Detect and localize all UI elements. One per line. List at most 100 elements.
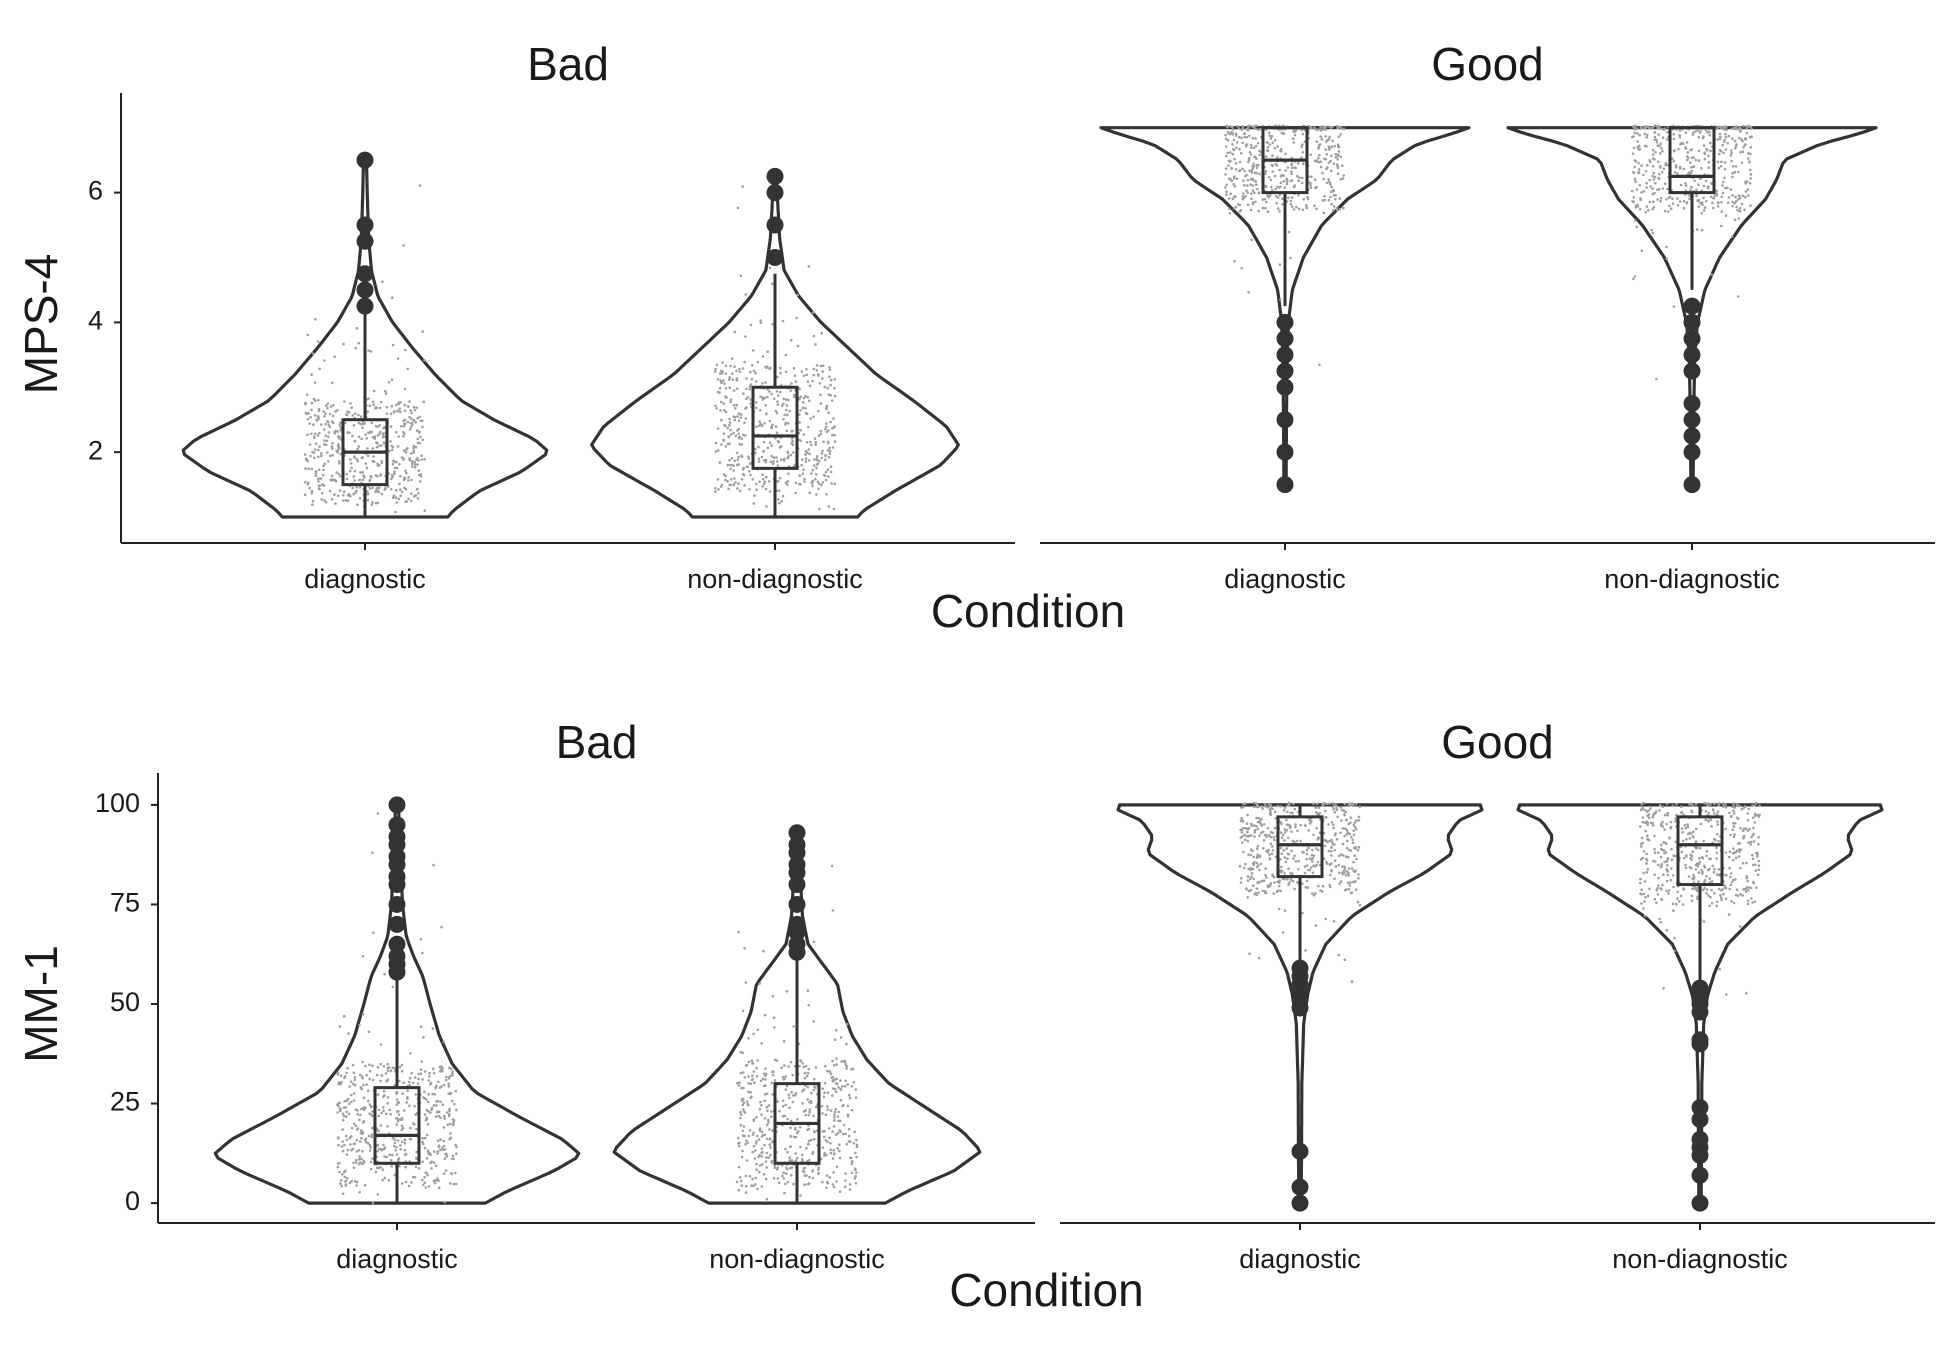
jitter-point	[1668, 204, 1671, 208]
jitter-point	[396, 1100, 400, 1104]
jitter-point	[413, 466, 417, 469]
jitter-point	[1675, 803, 1678, 806]
jitter-point	[1336, 815, 1339, 819]
jitter-point	[323, 462, 327, 466]
jitter-point	[1739, 827, 1742, 830]
jitter-point	[450, 1067, 453, 1070]
jitter-point	[759, 422, 762, 426]
jitter-point	[744, 981, 748, 984]
jitter-point	[1270, 845, 1274, 848]
jitter-point	[1345, 846, 1349, 850]
jitter-point	[1750, 897, 1753, 900]
jitter-point	[421, 1078, 424, 1081]
jitter-point	[417, 1072, 421, 1076]
jitter-point	[306, 417, 310, 421]
jitter-point	[350, 1180, 354, 1183]
jitter-point	[1731, 137, 1734, 140]
jitter-point	[428, 1151, 431, 1155]
jitter-point	[1285, 823, 1289, 826]
jitter-point	[339, 1182, 342, 1185]
jitter-point	[1730, 127, 1733, 131]
jitter-point	[395, 1123, 399, 1126]
jitter-point	[1333, 849, 1336, 852]
jitter-point	[1713, 194, 1716, 197]
jitter-point	[1732, 812, 1736, 815]
jitter-point	[789, 453, 793, 457]
jitter-point	[745, 377, 748, 380]
jitter-point	[1266, 194, 1269, 197]
jitter-point	[1231, 143, 1234, 146]
jitter-point	[758, 1127, 762, 1130]
jitter-point	[1249, 877, 1252, 881]
jitter-point	[771, 1070, 774, 1074]
jitter-point	[1243, 183, 1246, 187]
jitter-point	[729, 428, 732, 432]
jitter-point	[1676, 203, 1680, 207]
jitter-point	[1661, 825, 1665, 828]
jitter-point	[801, 472, 805, 476]
jitter-point	[1678, 165, 1682, 169]
jitter-point	[308, 422, 311, 425]
jitter-point	[348, 431, 351, 435]
jitter-point	[349, 1100, 353, 1104]
jitter-point	[1696, 129, 1699, 132]
jitter-point	[1733, 139, 1737, 143]
jitter-point	[807, 425, 810, 429]
jitter-point	[324, 412, 327, 416]
jitter-point	[772, 456, 776, 459]
jitter-point	[720, 418, 723, 422]
jitter-point	[717, 488, 720, 491]
jitter-point	[1309, 184, 1312, 187]
jitter-point	[1644, 170, 1648, 173]
jitter-point	[348, 1181, 352, 1185]
jitter-point	[1327, 823, 1330, 826]
jitter-point	[1244, 194, 1247, 198]
jitter-point	[1235, 141, 1239, 144]
jitter-point	[1665, 802, 1669, 806]
jitter-point	[1252, 855, 1256, 859]
jitter-point	[827, 1127, 831, 1130]
jitter-point	[1261, 206, 1265, 210]
jitter-point	[786, 480, 790, 483]
jitter-point	[756, 360, 760, 364]
x-tick-label: non-diagnostic	[1604, 564, 1780, 594]
jitter-point	[430, 1160, 434, 1163]
jitter-point	[1669, 207, 1673, 211]
jitter-point	[833, 433, 836, 437]
jitter-point	[1225, 193, 1228, 196]
jitter-point	[1720, 160, 1723, 164]
jitter-point	[376, 1150, 380, 1153]
jitter-point	[1651, 126, 1655, 129]
jitter-point	[357, 1162, 361, 1166]
jitter-point	[1698, 846, 1702, 850]
jitter-point	[1256, 804, 1260, 807]
jitter-point	[1323, 195, 1326, 198]
jitter-point	[794, 491, 797, 495]
jitter-point	[738, 1081, 741, 1084]
jitter-point	[348, 469, 352, 473]
jitter-point	[1634, 180, 1637, 183]
jitter-point	[1329, 159, 1332, 163]
jitter-point	[1641, 806, 1645, 810]
jitter-point	[421, 1142, 425, 1146]
jitter-point	[423, 1136, 427, 1140]
jitter-point	[828, 1136, 831, 1139]
jitter-point	[824, 454, 827, 458]
jitter-point	[1279, 869, 1282, 872]
jitter-point	[1725, 874, 1728, 877]
jitter-point	[1645, 852, 1648, 856]
jitter-point	[1332, 162, 1336, 165]
jitter-point	[402, 435, 405, 438]
jitter-point	[1655, 377, 1658, 381]
jitter-point	[442, 1126, 446, 1129]
jitter-point	[799, 395, 802, 399]
violin-group-non-diagnostic: non-diagnostic	[1516, 801, 1884, 1274]
jitter-point	[1738, 126, 1741, 129]
jitter-point	[844, 1062, 847, 1066]
jitter-point	[1638, 881, 1642, 885]
jitter-point	[1684, 184, 1688, 187]
jitter-point	[1317, 884, 1320, 888]
jitter-point	[324, 501, 328, 504]
jitter-point	[365, 1073, 369, 1077]
